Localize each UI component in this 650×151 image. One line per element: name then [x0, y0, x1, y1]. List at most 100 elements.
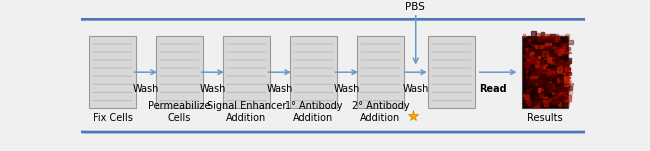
- Bar: [557, 67, 562, 72]
- Bar: [550, 34, 555, 38]
- Bar: [531, 59, 537, 63]
- Bar: [531, 55, 534, 56]
- Bar: [542, 52, 545, 53]
- Circle shape: [436, 43, 439, 44]
- Circle shape: [227, 92, 230, 93]
- Bar: [557, 35, 562, 39]
- Circle shape: [176, 100, 179, 101]
- Bar: [528, 84, 532, 87]
- Bar: [559, 59, 563, 64]
- Circle shape: [373, 76, 376, 77]
- Circle shape: [306, 51, 309, 52]
- Circle shape: [460, 84, 463, 85]
- Circle shape: [306, 100, 309, 101]
- Circle shape: [444, 92, 447, 93]
- Circle shape: [227, 43, 230, 44]
- Circle shape: [294, 76, 297, 77]
- Circle shape: [164, 68, 167, 69]
- Bar: [550, 74, 554, 78]
- Circle shape: [361, 76, 364, 77]
- Circle shape: [93, 68, 96, 69]
- Bar: [558, 47, 562, 51]
- Bar: [525, 94, 527, 97]
- Bar: [541, 60, 547, 65]
- Bar: [542, 38, 545, 40]
- Circle shape: [184, 43, 187, 44]
- Circle shape: [373, 68, 376, 69]
- Circle shape: [231, 43, 234, 44]
- Bar: [566, 40, 573, 44]
- Bar: [564, 36, 567, 39]
- Text: 2° Antibody
Addition: 2° Antibody Addition: [352, 101, 410, 123]
- Circle shape: [294, 51, 297, 52]
- Text: Signal Enhancer
Addition: Signal Enhancer Addition: [207, 101, 286, 123]
- Bar: [552, 92, 554, 94]
- Circle shape: [326, 76, 329, 77]
- Bar: [538, 52, 543, 55]
- Circle shape: [105, 76, 108, 77]
- Circle shape: [160, 92, 163, 93]
- Bar: [524, 56, 527, 58]
- Circle shape: [176, 51, 179, 52]
- Bar: [545, 37, 551, 42]
- Circle shape: [263, 100, 266, 101]
- Circle shape: [456, 76, 459, 77]
- Circle shape: [109, 100, 112, 101]
- Bar: [523, 94, 528, 96]
- Bar: [536, 60, 543, 63]
- Circle shape: [196, 100, 199, 101]
- Bar: [566, 64, 569, 68]
- Bar: [566, 34, 569, 39]
- Circle shape: [389, 76, 392, 77]
- Circle shape: [164, 100, 167, 101]
- Circle shape: [381, 84, 384, 85]
- Bar: [539, 94, 543, 97]
- Bar: [551, 90, 556, 91]
- Bar: [539, 37, 544, 41]
- Circle shape: [468, 100, 471, 101]
- Circle shape: [180, 68, 183, 69]
- Bar: [536, 55, 543, 56]
- Bar: [555, 94, 558, 96]
- Bar: [534, 68, 538, 72]
- Bar: [540, 88, 543, 90]
- Circle shape: [231, 92, 234, 93]
- Circle shape: [239, 92, 242, 93]
- Circle shape: [188, 51, 191, 52]
- Bar: [564, 46, 566, 49]
- Circle shape: [192, 92, 195, 93]
- Circle shape: [231, 68, 234, 69]
- Bar: [546, 85, 552, 86]
- Circle shape: [129, 51, 132, 52]
- Bar: [547, 52, 551, 57]
- Circle shape: [444, 51, 447, 52]
- Bar: [558, 91, 559, 93]
- Circle shape: [196, 68, 199, 69]
- Bar: [533, 46, 538, 47]
- Circle shape: [318, 100, 321, 101]
- Circle shape: [361, 92, 364, 93]
- Circle shape: [105, 43, 108, 44]
- Circle shape: [243, 68, 246, 69]
- Bar: [534, 55, 536, 57]
- Circle shape: [314, 76, 317, 77]
- Circle shape: [239, 84, 242, 85]
- Bar: [533, 52, 535, 56]
- Circle shape: [393, 84, 396, 85]
- Circle shape: [377, 92, 380, 93]
- Bar: [555, 71, 561, 73]
- Circle shape: [302, 84, 306, 85]
- Circle shape: [160, 84, 163, 85]
- Bar: [563, 44, 565, 49]
- Bar: [564, 73, 567, 76]
- Circle shape: [306, 68, 309, 69]
- Circle shape: [117, 68, 120, 69]
- Circle shape: [373, 43, 376, 44]
- Circle shape: [243, 43, 246, 44]
- Circle shape: [389, 68, 392, 69]
- Bar: [541, 69, 545, 73]
- Circle shape: [180, 100, 183, 101]
- Bar: [530, 79, 535, 84]
- Circle shape: [456, 51, 459, 52]
- Bar: [543, 100, 549, 102]
